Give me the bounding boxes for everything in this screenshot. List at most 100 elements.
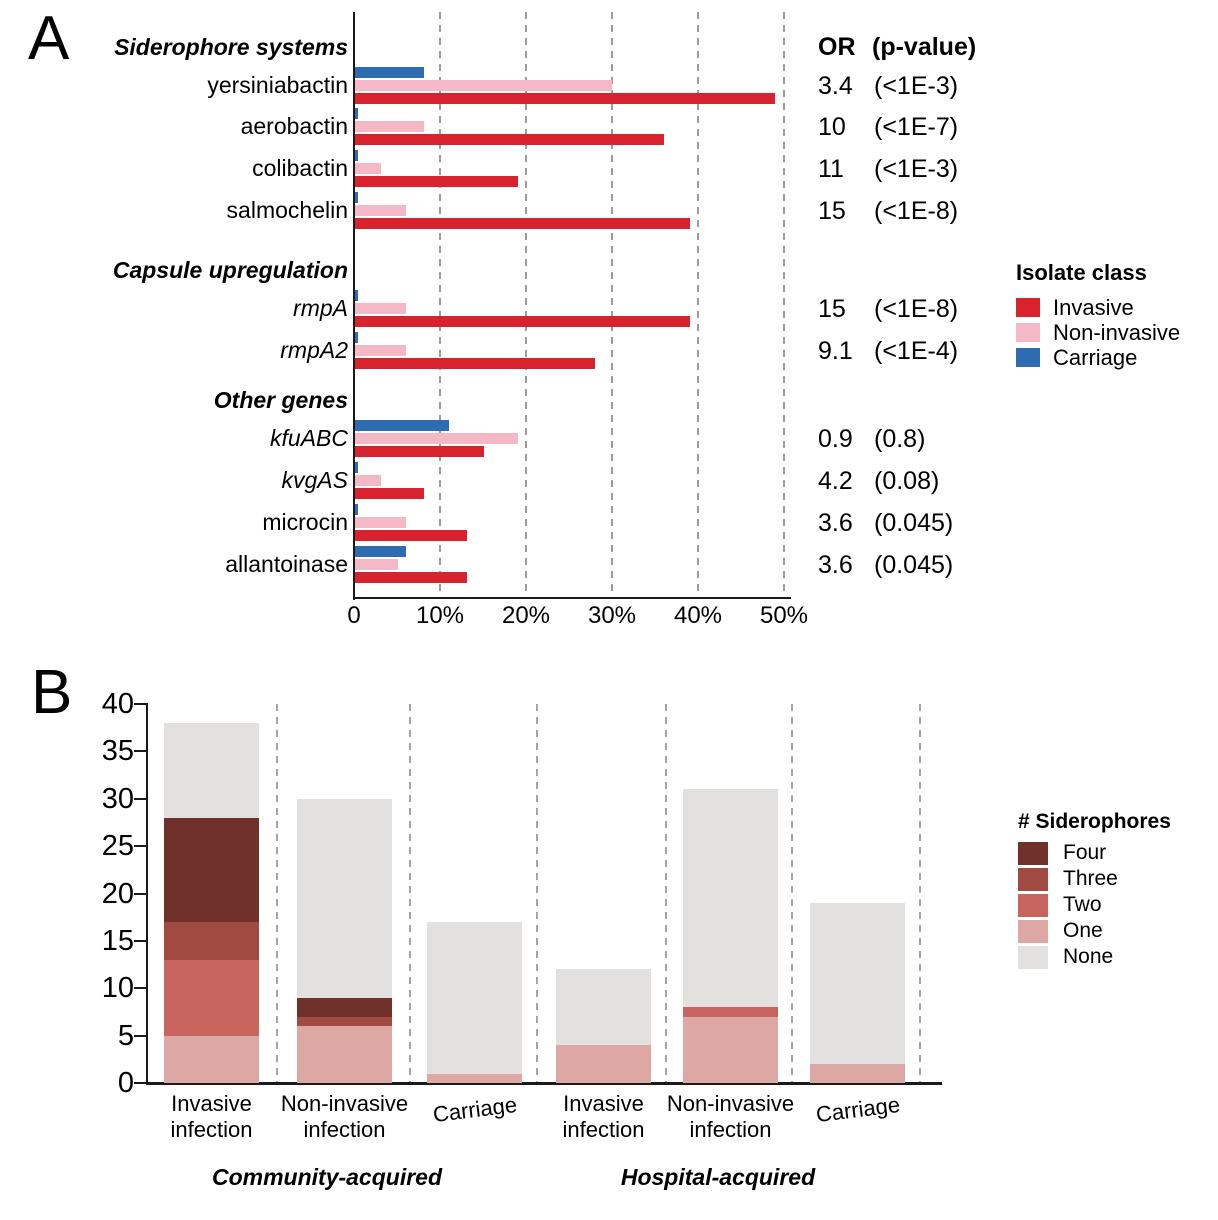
b-y-tick-label: 10 bbox=[101, 972, 134, 1004]
legend-item-invasive: Invasive bbox=[1016, 295, 1180, 320]
group-separator bbox=[536, 704, 538, 1083]
bar-carriage-colibactin bbox=[355, 150, 358, 161]
p-value-aerobactin: (<1E-7) bbox=[874, 113, 959, 141]
b-x-axis-line bbox=[146, 1082, 942, 1085]
legend-label-invasive: Invasive bbox=[1053, 294, 1134, 320]
legend-swatch-invasive bbox=[1016, 298, 1040, 317]
x-tick-label: 30% bbox=[587, 602, 637, 629]
legend-siderophores-items: Four Three Two One None bbox=[1012, 840, 1171, 970]
x-tick-label: 40% bbox=[673, 602, 723, 629]
p-value-column-header: (p-value) bbox=[872, 33, 977, 61]
legend-label-none: None bbox=[1063, 945, 1114, 968]
bar-non-invasive-aerobactin bbox=[355, 121, 424, 132]
or-value-colibactin: 11 bbox=[818, 155, 844, 183]
bar-label: Non-invasive infection bbox=[666, 1091, 795, 1142]
segment-four bbox=[164, 818, 259, 922]
bar-non-invasive-kfuabc bbox=[355, 433, 518, 444]
bar-invasive-yersiniabactin bbox=[355, 93, 775, 104]
gene-label-colibactin: colibactin bbox=[252, 155, 348, 181]
segment-three bbox=[164, 922, 259, 960]
b-y-tick bbox=[134, 940, 146, 942]
bar-carriage-allantoinase bbox=[355, 546, 406, 557]
legend-swatch-four bbox=[1018, 841, 1048, 865]
segment-none bbox=[556, 969, 651, 1045]
bar-non-invasive-rmpa2 bbox=[355, 345, 406, 356]
or-value-kfuabc: 0.9 bbox=[818, 425, 853, 453]
bar-carriage-kfuabc bbox=[355, 420, 449, 431]
bar-carriage-salmochelin bbox=[355, 192, 358, 203]
legend-isolate-class-items: Invasive Non-invasive Carriage bbox=[1016, 295, 1180, 370]
b-y-tick bbox=[134, 798, 146, 800]
p-value-kvgas: (0.08) bbox=[874, 467, 940, 495]
b-y-tick bbox=[134, 1082, 146, 1084]
or-column-header: OR bbox=[818, 33, 856, 61]
group-label-community-acquired: Community-acquired bbox=[211, 1164, 443, 1190]
bar-non-invasive-yersiniabactin bbox=[355, 80, 612, 91]
legend-swatch-none bbox=[1018, 945, 1048, 969]
gridline-20% bbox=[525, 12, 527, 598]
panel-b-plot: 0 5 10 15 20 25 30 35 40 Invasive infection Non-inv… bbox=[0, 660, 1218, 1220]
group-separator bbox=[276, 704, 278, 1083]
legend-label-three: Three bbox=[1063, 867, 1118, 890]
legend-label-two: Two bbox=[1063, 893, 1102, 916]
or-value-aerobactin: 10 bbox=[818, 113, 846, 141]
gene-label-microcin: microcin bbox=[262, 509, 348, 535]
legend-siderophores-title: # Siderophores bbox=[1018, 810, 1171, 833]
bar-non-invasive-allantoinase bbox=[355, 559, 398, 570]
segment-four bbox=[297, 998, 392, 1017]
gene-label-salmochelin: salmochelin bbox=[226, 197, 348, 223]
legend-siderophores: # Siderophores Four Three Two One None bbox=[1012, 810, 1171, 970]
or-value-salmochelin: 15 bbox=[818, 197, 846, 225]
group-separator bbox=[409, 704, 411, 1083]
p-value-yersiniabactin: (<1E-3) bbox=[874, 72, 959, 100]
bar-non-invasive-kvgas bbox=[355, 475, 381, 486]
legend-label-one: One bbox=[1063, 919, 1103, 942]
gridline-40% bbox=[697, 12, 699, 598]
panel-a-plot: 0 10% 20% 30% 40% 50% Siderophore systems yersi… bbox=[113, 12, 959, 629]
b-y-tick bbox=[134, 1035, 146, 1037]
bar-carriage-kvgas bbox=[355, 462, 358, 473]
b-y-tick bbox=[134, 893, 146, 895]
bar-invasive-colibactin bbox=[355, 176, 518, 187]
b-y-tick bbox=[134, 845, 146, 847]
bar-non-invasive-salmochelin bbox=[355, 205, 406, 216]
legend-isolate-class-title: Isolate class bbox=[1016, 260, 1147, 285]
legend-swatch-non-invasive bbox=[1016, 323, 1040, 342]
bar-invasive-rmpa bbox=[355, 316, 690, 327]
p-value-kfuabc: (0.8) bbox=[874, 425, 926, 453]
segment-one bbox=[427, 1074, 522, 1083]
gene-label-aerobactin: aerobactin bbox=[240, 113, 348, 139]
bar-invasive-kfuabc bbox=[355, 446, 484, 457]
segment-none bbox=[683, 789, 778, 1007]
bar-carriage-aerobactin bbox=[355, 108, 358, 119]
bar-carriage-rmpa bbox=[355, 290, 358, 301]
legend-swatch-one bbox=[1018, 919, 1048, 943]
or-value-rmpa: 15 bbox=[818, 295, 846, 323]
segment-none bbox=[810, 903, 905, 1064]
segment-one bbox=[683, 1017, 778, 1083]
bar-carriage-rmpa2 bbox=[355, 332, 358, 343]
section-header: Siderophore systems bbox=[114, 34, 348, 60]
group-separator bbox=[791, 704, 793, 1083]
p-value-rmpa2: (<1E-4) bbox=[874, 337, 959, 365]
panel-a-letter: A bbox=[28, 4, 70, 73]
b-y-tick-label: 0 bbox=[117, 1067, 134, 1099]
b-y-tick bbox=[134, 750, 146, 752]
segment-none bbox=[164, 723, 259, 818]
b-y-tick-label: 5 bbox=[117, 1020, 134, 1052]
p-value-salmochelin: (<1E-8) bbox=[874, 197, 959, 225]
segment-two bbox=[164, 960, 259, 1036]
panel-b-letter: B bbox=[31, 658, 73, 727]
p-value-microcin: (0.045) bbox=[874, 509, 954, 537]
legend-label-non-invasive: Non-invasive bbox=[1053, 319, 1181, 345]
legend-item-four: Four bbox=[1012, 840, 1171, 866]
gridline-10% bbox=[439, 12, 441, 598]
legend-item-one: One bbox=[1012, 918, 1171, 944]
gene-label-kvgas: kvgAS bbox=[281, 467, 348, 493]
bar-label: Invasive infection bbox=[170, 1091, 253, 1142]
segment-one bbox=[297, 1026, 392, 1083]
p-value-rmpa: (<1E-8) bbox=[874, 295, 959, 323]
gene-label-rmpa: rmpA bbox=[293, 295, 348, 321]
bar-invasive-allantoinase bbox=[355, 572, 467, 583]
x-axis-line bbox=[353, 597, 791, 599]
